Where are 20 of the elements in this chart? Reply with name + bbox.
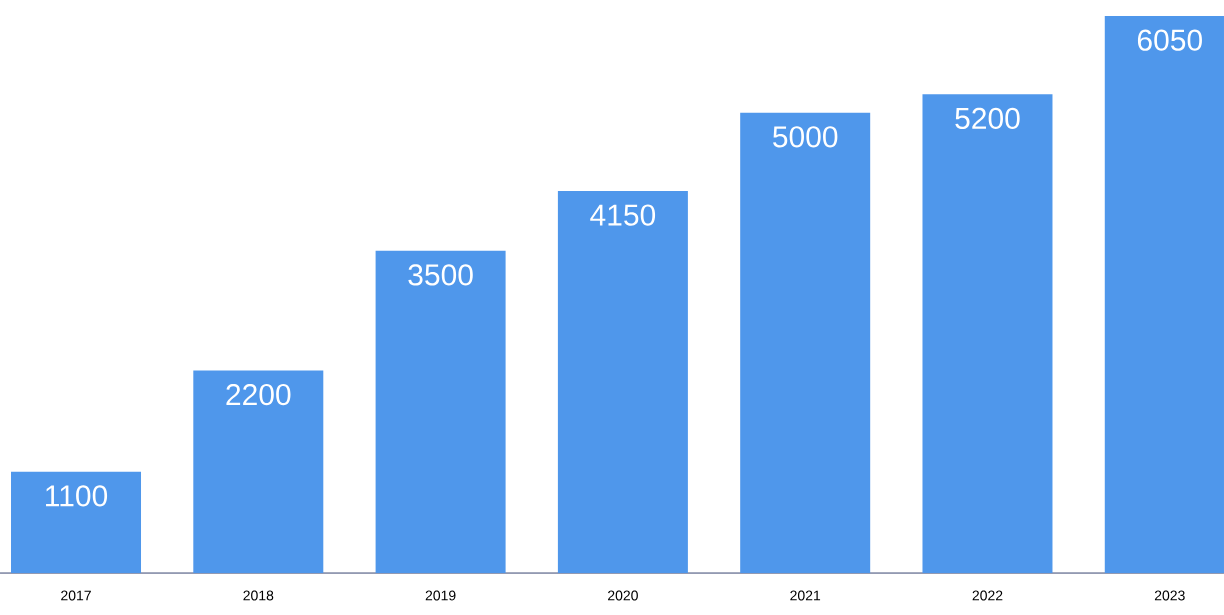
bar xyxy=(557,190,688,573)
x-tick-label: 2020 xyxy=(608,590,638,601)
data-label: 4150 xyxy=(590,204,656,226)
x-tick-label: 2017 xyxy=(61,590,91,601)
data-label: 5000 xyxy=(773,126,838,148)
data-label: 2200 xyxy=(226,383,291,406)
bar xyxy=(193,370,324,573)
x-tick-label: 2019 xyxy=(425,590,456,601)
x-tick-label: 2023 xyxy=(1154,590,1185,601)
bar xyxy=(11,471,142,573)
x-tick-label: 2022 xyxy=(972,590,1003,601)
x-tick-label: 2018 xyxy=(243,590,274,601)
data-label: 5200 xyxy=(955,107,1020,130)
data-label: 6050 xyxy=(1137,29,1202,51)
bar xyxy=(740,112,871,573)
data-label: 1100 xyxy=(46,485,108,507)
bar xyxy=(375,250,506,573)
x-tick-label: 2021 xyxy=(790,590,821,601)
bar xyxy=(922,94,1053,573)
data-label: 3500 xyxy=(408,264,473,286)
